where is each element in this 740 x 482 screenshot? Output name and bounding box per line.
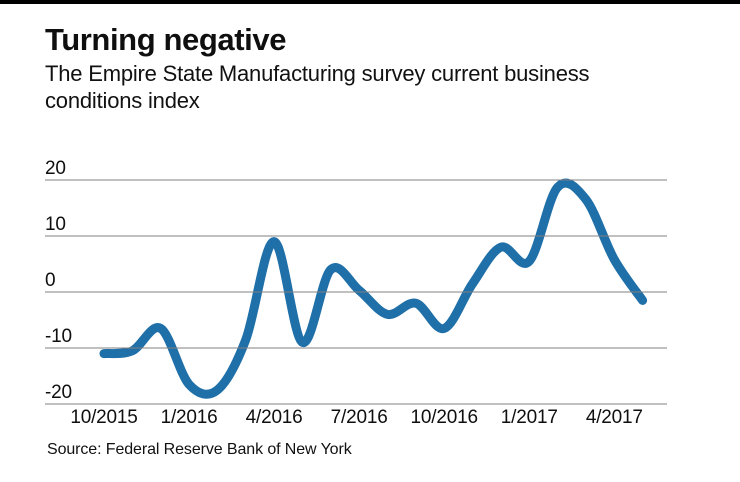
x-axis-label-4/2016: 4/2016 xyxy=(245,407,303,428)
x-axis-label-4/2017: 4/2017 xyxy=(585,407,643,428)
x-axis-label-1/2016: 1/2016 xyxy=(160,407,218,428)
x-axis-label-1/2017: 1/2017 xyxy=(500,407,558,428)
source-label: Source: Federal Reserve Bank of New York xyxy=(47,441,352,458)
top-rule xyxy=(0,0,740,4)
y-axis-label-20: 20 xyxy=(45,158,66,179)
x-axis-label-10/2015: 10/2015 xyxy=(70,407,138,428)
x-axis-label-10/2016: 10/2016 xyxy=(410,407,478,428)
y-axis-label--10: -10 xyxy=(45,326,72,347)
y-axis-label-0: 0 xyxy=(45,270,56,291)
series-line xyxy=(99,178,648,399)
x-axis-label-7/2016: 7/2016 xyxy=(330,407,388,428)
y-axis-label--20: -20 xyxy=(45,382,72,403)
chart-subtitle: The Empire State Manufacturing survey cu… xyxy=(45,61,590,113)
chart-title: Turning negative xyxy=(45,22,287,57)
y-axis-label-10: 10 xyxy=(45,214,66,235)
